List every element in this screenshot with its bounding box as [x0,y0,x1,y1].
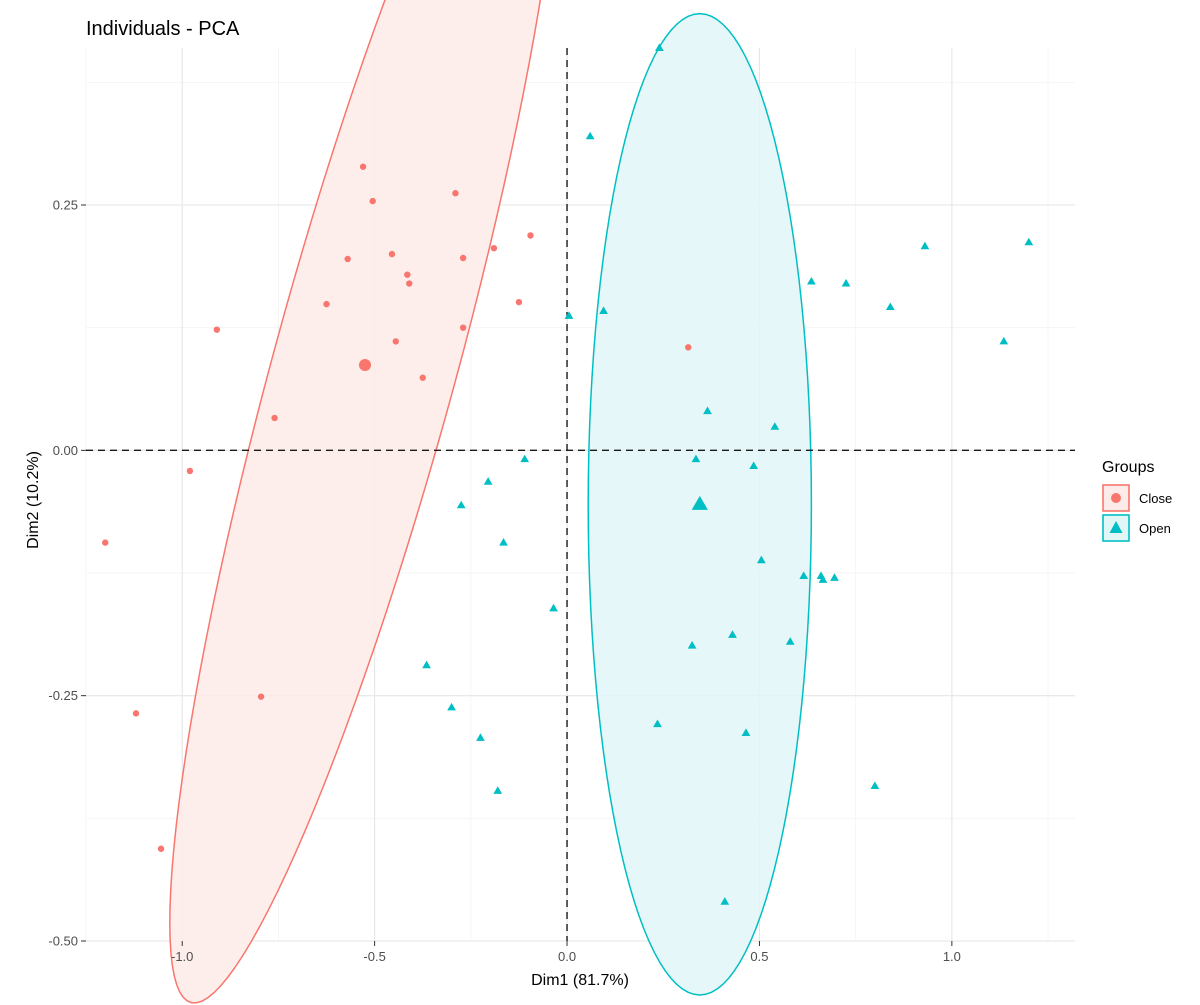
legend-title: Groups [1102,459,1154,476]
point-close [102,539,109,546]
point-open [456,500,466,509]
legend-open-marker [1109,521,1123,533]
point-open [841,278,851,287]
legend: Groups Close Open [1102,459,1172,542]
point-close [369,197,376,205]
axes: -1.0 -0.5 0.0 0.5 1.0 -0.50 -0.25 0.00 0.25 [48,198,961,964]
x-axis-title: Dim1 (81.7%) [531,972,629,989]
point-open [703,406,712,415]
point-close [186,467,194,475]
point-open [785,637,795,645]
point-close [406,280,413,287]
y-tick-label: -0.25 [48,688,78,703]
point-close [459,324,467,331]
point-open [549,603,558,612]
point-open [870,781,880,789]
point-close [257,693,265,700]
point-close [157,845,165,852]
point-open [728,630,737,638]
point-open [599,306,608,314]
point-close [132,710,140,717]
point-open [447,702,456,711]
point-close [527,232,534,239]
point-open [520,454,530,463]
x-tick-label: -1.0 [171,949,193,964]
legend-label-close: Close [1139,491,1172,506]
point-open [653,719,662,728]
point-close [213,326,221,333]
y-tick-label: 0.25 [53,198,78,213]
reference-lines [86,48,1075,941]
point-close [392,338,399,345]
point-close [419,374,426,381]
point-close [344,255,351,263]
point-open [564,311,574,319]
y-tick-label: -0.50 [48,934,78,949]
point-open [756,555,766,564]
point-open [687,641,697,649]
point-open [885,302,895,311]
x-tick-label: 0.5 [750,949,768,964]
point-close [452,190,459,197]
point-open [1024,237,1034,246]
point-open [483,477,493,485]
legend-close-marker [1111,493,1121,503]
point-close [323,300,330,308]
point-open [493,786,503,794]
point-open [818,575,828,583]
point-close [388,250,396,258]
point-close [490,244,498,252]
point-open [720,897,730,905]
legend-label-open: Open [1139,521,1171,536]
x-tick-label: 1.0 [943,949,961,964]
point-close [515,298,523,306]
point-open [999,336,1009,345]
point-open [920,241,930,250]
legend-key-close [1102,484,1130,512]
point-close [404,271,411,278]
point-open [655,43,664,51]
point-open [749,461,759,470]
point-open [585,131,595,140]
point-close [459,254,467,262]
centroid-open [691,495,708,510]
chart-title: Individuals - PCA [86,18,240,40]
point-open [476,733,485,741]
centroid-close [358,358,371,371]
point-open [741,728,751,736]
x-tick-label: -0.5 [363,949,385,964]
data-points [102,43,1034,905]
point-open [422,660,431,669]
y-tick-label: 0.00 [53,443,78,458]
point-open [770,422,780,430]
point-open [691,454,701,463]
point-close [271,414,278,422]
point-open [499,537,508,546]
x-tick-label: 0.0 [558,949,576,964]
point-open [807,276,816,285]
confidence-ellipses [169,0,813,1004]
point-close [359,163,367,170]
point-open [830,573,839,581]
ellipse-close [169,0,542,1004]
point-close [685,344,692,351]
y-axis-title: Dim2 (10.2%) [25,451,42,549]
point-open [799,571,809,579]
